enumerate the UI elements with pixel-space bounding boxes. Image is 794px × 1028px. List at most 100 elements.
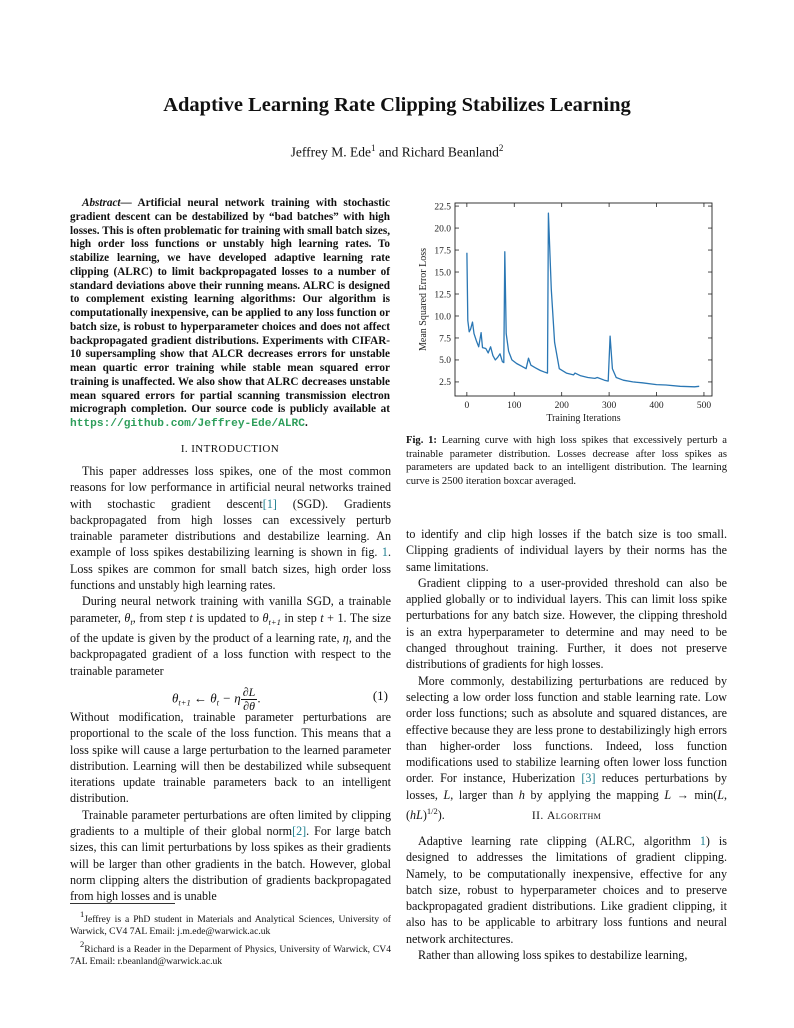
text: ) is designed to addresses the limitatio… xyxy=(406,834,727,946)
y-tick-label: 7.5 xyxy=(439,334,451,344)
abstract-end: . xyxy=(304,417,308,429)
text: in step xyxy=(280,610,321,625)
paragraph: This paper addresses loss spikes, one of… xyxy=(70,463,391,593)
footnote-text: Jeffrey is a PhD student in Materials an… xyxy=(70,914,391,937)
paragraph: More commonly, destabilizing perturbatio… xyxy=(406,673,727,824)
intro-paragraphs-2: Without modification, trainable paramete… xyxy=(70,709,391,905)
loss-curve-line xyxy=(466,212,700,388)
math-text: θ xyxy=(124,610,131,625)
y-tick-label: 15.0 xyxy=(434,268,451,278)
abstract-text: Artificial neural network training with … xyxy=(70,197,390,416)
footnote-1: 1Jeffrey is a PhD student in Materials a… xyxy=(70,908,391,938)
text: , larger than xyxy=(450,787,519,802)
x-tick-label: 100 xyxy=(507,401,522,411)
math-text: t xyxy=(189,610,193,625)
reference-link[interactable]: [1] xyxy=(262,496,277,511)
math-text: hL xyxy=(410,808,423,823)
text: . Loss spikes are common for small batch… xyxy=(70,545,391,593)
footnote-rule xyxy=(70,903,175,904)
figure-caption-text: Learning curve with high loss spikes tha… xyxy=(406,435,727,487)
author-2: Richard Beanland xyxy=(401,144,499,160)
y-tick-label: 10.0 xyxy=(434,312,451,322)
text: is updated to xyxy=(192,610,263,625)
section-number: II. xyxy=(531,809,547,822)
author-and: and xyxy=(375,144,402,160)
eq-minus-eta: − η xyxy=(219,690,241,706)
plot-frame xyxy=(454,202,713,397)
text: Without modification, trainable paramete… xyxy=(70,710,391,806)
text: . For large batch sizes, this can limit … xyxy=(70,824,391,904)
equation-1: θt+1 ← θt − η ∂L ∂θ. (1) xyxy=(70,680,390,714)
algorithm-paragraphs: Adaptive learning rate clipping (ALRC, a… xyxy=(406,833,727,963)
x-tick-label: 400 xyxy=(649,401,664,411)
section-heading-algorithm: II. Algorithm xyxy=(406,809,727,822)
eq-fraction: ∂L ∂θ xyxy=(240,685,258,713)
y-tick-label: 20.0 xyxy=(434,224,451,234)
text: reduces perturbations by losses, xyxy=(406,771,728,802)
math-text: η xyxy=(342,630,349,645)
author-1: Jeffrey M. Ede xyxy=(290,144,371,160)
eq-denominator: ∂θ xyxy=(243,699,255,713)
right-paragraphs: to identify and clip high losses if the … xyxy=(406,526,727,823)
math-text: t+1 xyxy=(268,616,281,627)
x-tick-label: 200 xyxy=(555,401,570,411)
footnote-text: Richard is a Reader in the Deparment of … xyxy=(70,944,391,967)
abstract: Abstract— Artificial neural network trai… xyxy=(70,197,390,432)
figure-label: Fig. 1: xyxy=(406,435,437,446)
math-text: t xyxy=(320,610,324,625)
source-code-link[interactable]: https://github.com/Jeffrey-Ede/ALRC xyxy=(70,418,305,430)
text: Rather than allowing loss spikes to dest… xyxy=(418,948,688,963)
text: (SGD). Gradients backpropagated from hig… xyxy=(70,496,391,560)
x-tick-label: 300 xyxy=(602,401,617,411)
reference-link[interactable]: 1 xyxy=(381,545,388,560)
y-axis-label: Mean Squared Error Loss xyxy=(418,248,429,351)
math-text: 1/2 xyxy=(426,806,438,817)
paragraph: Gradient clipping to a user-provided thr… xyxy=(406,575,727,673)
math-text: L xyxy=(717,787,724,802)
x-axis-label: Training Iterations xyxy=(546,413,620,424)
text: This paper addresses loss spikes, one of… xyxy=(70,464,391,511)
x-tick-label: 500 xyxy=(697,401,712,411)
section-title: Algorithm xyxy=(546,809,602,822)
eq-end: . xyxy=(257,690,261,706)
text: ). xyxy=(437,808,445,823)
eq-arrow: ← xyxy=(190,690,211,706)
eq-sub-t: t xyxy=(216,697,220,708)
abstract-dash: — xyxy=(120,197,138,209)
paragraph: During neural network training with vani… xyxy=(70,593,391,678)
text: , from step xyxy=(132,610,190,625)
reference-link[interactable]: 1 xyxy=(699,834,706,848)
reference-link[interactable]: [3] xyxy=(581,771,596,786)
eq-theta-t: θ xyxy=(210,690,217,706)
text: Trainable parameter perturbations are of… xyxy=(70,807,391,839)
eq-numerator: ∂L xyxy=(240,685,258,700)
reference-link[interactable]: [2] xyxy=(292,824,307,839)
y-tick-label: 17.5 xyxy=(434,246,451,256)
y-tick-label: 2.5 xyxy=(439,378,451,388)
x-tick-label: 0 xyxy=(464,401,469,411)
abstract-label: Abstract xyxy=(82,197,121,209)
equation-number: (1) xyxy=(372,688,388,703)
text: to identify and clip high losses if the … xyxy=(406,527,727,574)
math-text: h xyxy=(518,787,525,802)
authors: Jeffrey M. Ede1 and Richard Beanland2 xyxy=(0,143,794,161)
paragraph: Without modification, trainable paramete… xyxy=(70,709,391,807)
text: During neural network training with vani… xyxy=(70,594,391,625)
text: , and the backpropagated gradient of a l… xyxy=(70,630,391,678)
math-text: L xyxy=(443,787,451,802)
eq-theta: θ xyxy=(172,690,179,706)
paper-title: Adaptive Learning Rate Clipping Stabiliz… xyxy=(163,94,631,116)
text: → min( xyxy=(671,787,718,802)
author-2-mark: 2 xyxy=(498,143,504,153)
author-1-mark: 1 xyxy=(371,143,376,153)
footnotes: 1Jeffrey is a PhD student in Materials a… xyxy=(70,903,391,968)
intro-paragraphs: This paper addresses loss spikes, one of… xyxy=(70,463,391,679)
section-heading-introduction: I. Introduction xyxy=(180,443,280,455)
paragraph: Rather than allowing loss spikes to dest… xyxy=(406,947,727,963)
y-tick-label: 5.0 xyxy=(439,356,451,366)
paragraph: to identify and clip high losses if the … xyxy=(406,526,727,575)
text: Gradient clipping to a user-provided thr… xyxy=(406,575,727,672)
text: Adaptive learning rate clipping (ALRC, a… xyxy=(418,834,700,848)
text: , ( xyxy=(406,787,727,823)
math-text: L xyxy=(664,787,672,802)
